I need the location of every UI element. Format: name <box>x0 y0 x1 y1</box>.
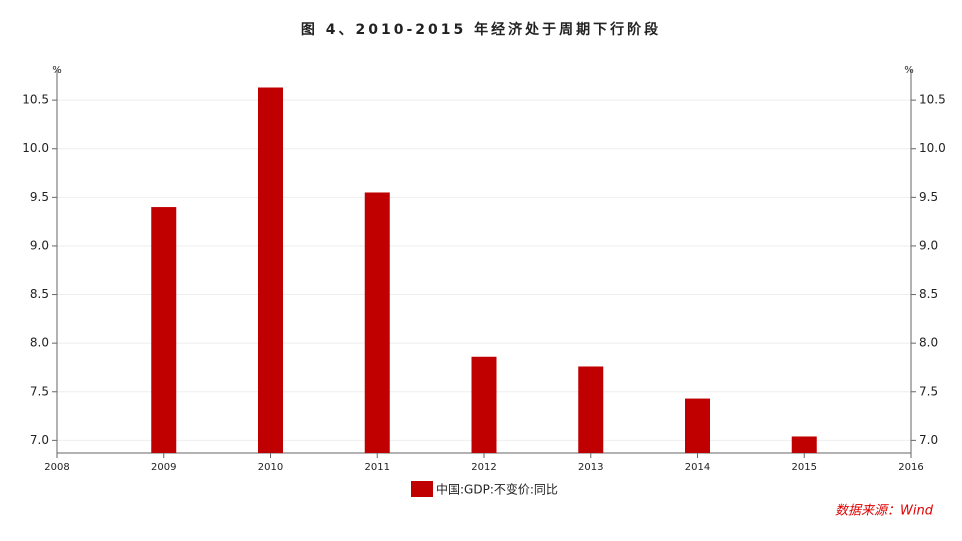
legend-label: 中国:GDP:不变价:同比 <box>436 482 558 497</box>
y2-tick-label: 8.5 <box>919 287 938 301</box>
bar <box>151 207 177 453</box>
y2-tick-label: 8.0 <box>919 336 938 350</box>
bar <box>578 366 604 453</box>
y-tick-label: 10.0 <box>22 141 49 155</box>
bar <box>471 356 497 453</box>
x-tick-label: 2011 <box>365 462 390 473</box>
y2-tick-label: 10.0 <box>919 141 946 155</box>
x-tick-label: 2012 <box>471 462 496 473</box>
y2-tick-label: 7.5 <box>919 384 938 398</box>
x-tick-label: 2016 <box>898 462 923 473</box>
x-tick-label: 2013 <box>578 462 603 473</box>
y-tick-label: 8.5 <box>30 287 49 301</box>
x-tick-label: 2015 <box>792 462 817 473</box>
y2-tick-label: 9.5 <box>919 190 938 204</box>
bar <box>685 398 710 453</box>
y-tick-label: 9.0 <box>30 238 49 252</box>
bar <box>791 436 817 453</box>
x-tick-label: 2008 <box>44 462 69 473</box>
y-tick-label: 10.5 <box>22 93 49 107</box>
x-tick-label: 2009 <box>151 462 176 473</box>
y-tick-label: 8.0 <box>30 336 49 350</box>
source: 数据来源：Wind <box>835 504 934 519</box>
bar <box>364 192 390 453</box>
legend-swatch <box>411 481 433 497</box>
x-tick-label: 2010 <box>258 462 283 473</box>
x-tick-label: 2014 <box>685 462 710 473</box>
y-tick-label: 9.5 <box>30 190 49 204</box>
y2-tick-label: 9.0 <box>919 238 938 252</box>
y2-tick-label: 10.5 <box>919 93 946 107</box>
y2-tick-label: 7.0 <box>919 433 938 447</box>
y-tick-label: 7.5 <box>30 384 49 398</box>
y2-unit: % <box>904 65 914 76</box>
bar <box>258 87 283 453</box>
chart-title: 图 4、2010-2015 年经济处于周期下行阶段 <box>301 21 661 38</box>
y-tick-label: 7.0 <box>30 433 49 447</box>
